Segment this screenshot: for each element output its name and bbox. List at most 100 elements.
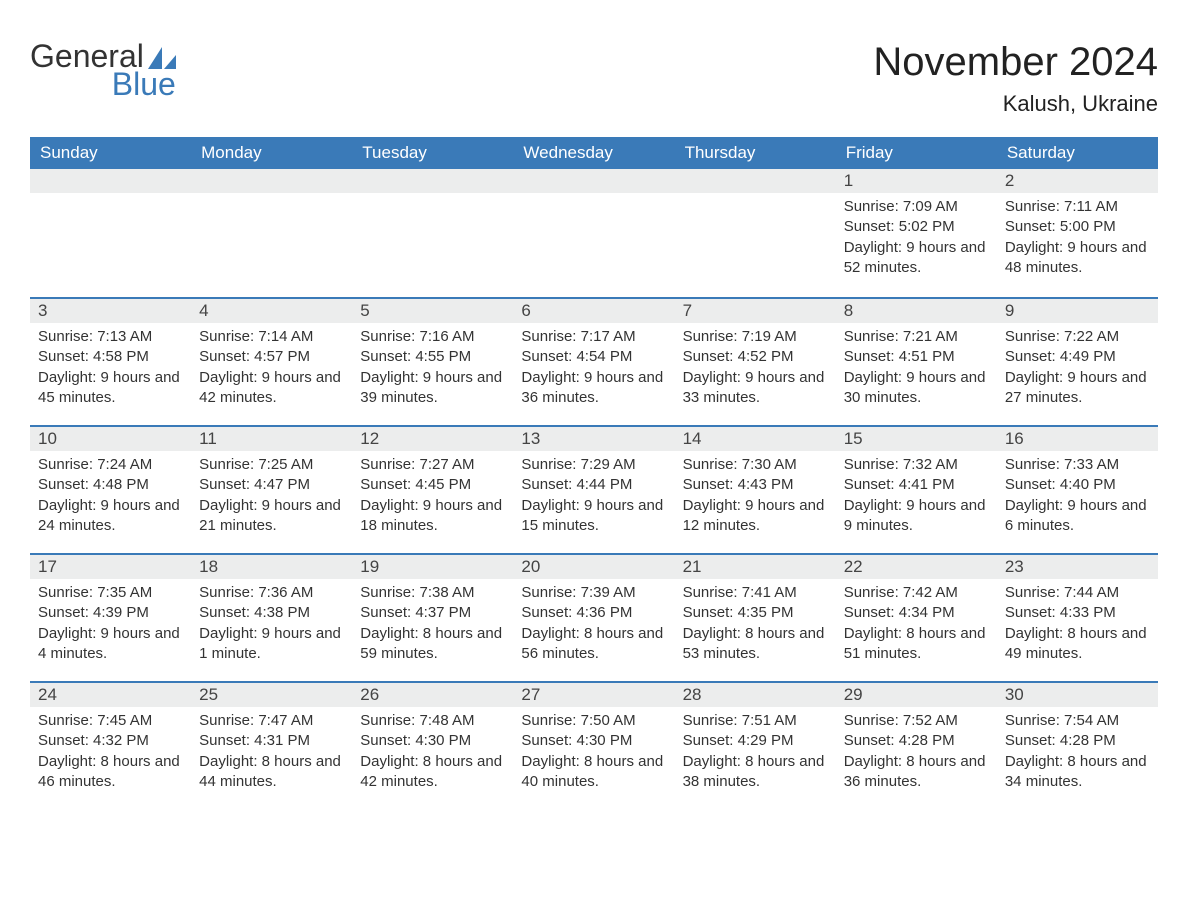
day-cell: 7Sunrise: 7:19 AMSunset: 4:52 PMDaylight… bbox=[675, 299, 836, 425]
weekday-friday: Friday bbox=[836, 137, 997, 169]
day-body bbox=[191, 193, 352, 207]
day-body: Sunrise: 7:25 AMSunset: 4:47 PMDaylight:… bbox=[191, 451, 352, 546]
day-cell: 23Sunrise: 7:44 AMSunset: 4:33 PMDayligh… bbox=[997, 555, 1158, 681]
day-cell: 17Sunrise: 7:35 AMSunset: 4:39 PMDayligh… bbox=[30, 555, 191, 681]
day-cell: 4Sunrise: 7:14 AMSunset: 4:57 PMDaylight… bbox=[191, 299, 352, 425]
day-body: Sunrise: 7:36 AMSunset: 4:38 PMDaylight:… bbox=[191, 579, 352, 674]
daylight-line: Daylight: 8 hours and 46 minutes. bbox=[38, 752, 183, 793]
daylight-line: Daylight: 9 hours and 48 minutes. bbox=[1005, 238, 1150, 279]
day-cell: 16Sunrise: 7:33 AMSunset: 4:40 PMDayligh… bbox=[997, 427, 1158, 553]
location-label: Kalush, Ukraine bbox=[873, 91, 1158, 117]
sunset-line: Sunset: 4:28 PM bbox=[1005, 731, 1150, 751]
week-row: 24Sunrise: 7:45 AMSunset: 4:32 PMDayligh… bbox=[30, 681, 1158, 809]
day-number bbox=[352, 169, 513, 193]
daylight-line: Daylight: 8 hours and 51 minutes. bbox=[844, 624, 989, 665]
day-number: 23 bbox=[997, 555, 1158, 579]
daylight-line: Daylight: 9 hours and 9 minutes. bbox=[844, 496, 989, 537]
sunrise-line: Sunrise: 7:39 AM bbox=[521, 583, 666, 603]
sunset-line: Sunset: 4:45 PM bbox=[360, 475, 505, 495]
sunset-line: Sunset: 4:51 PM bbox=[844, 347, 989, 367]
day-body bbox=[30, 193, 191, 207]
day-cell: 8Sunrise: 7:21 AMSunset: 4:51 PMDaylight… bbox=[836, 299, 997, 425]
week-row: 3Sunrise: 7:13 AMSunset: 4:58 PMDaylight… bbox=[30, 297, 1158, 425]
day-number: 4 bbox=[191, 299, 352, 323]
sunset-line: Sunset: 4:35 PM bbox=[683, 603, 828, 623]
sunrise-line: Sunrise: 7:11 AM bbox=[1005, 197, 1150, 217]
day-cell: 6Sunrise: 7:17 AMSunset: 4:54 PMDaylight… bbox=[513, 299, 674, 425]
day-body bbox=[513, 193, 674, 207]
day-body: Sunrise: 7:11 AMSunset: 5:00 PMDaylight:… bbox=[997, 193, 1158, 288]
day-number: 21 bbox=[675, 555, 836, 579]
day-cell: 5Sunrise: 7:16 AMSunset: 4:55 PMDaylight… bbox=[352, 299, 513, 425]
day-cell: 19Sunrise: 7:38 AMSunset: 4:37 PMDayligh… bbox=[352, 555, 513, 681]
sunrise-line: Sunrise: 7:42 AM bbox=[844, 583, 989, 603]
day-body: Sunrise: 7:29 AMSunset: 4:44 PMDaylight:… bbox=[513, 451, 674, 546]
week-row: 17Sunrise: 7:35 AMSunset: 4:39 PMDayligh… bbox=[30, 553, 1158, 681]
day-body: Sunrise: 7:52 AMSunset: 4:28 PMDaylight:… bbox=[836, 707, 997, 802]
day-body: Sunrise: 7:13 AMSunset: 4:58 PMDaylight:… bbox=[30, 323, 191, 418]
sunset-line: Sunset: 4:34 PM bbox=[844, 603, 989, 623]
daylight-line: Daylight: 9 hours and 52 minutes. bbox=[844, 238, 989, 279]
sunrise-line: Sunrise: 7:50 AM bbox=[521, 711, 666, 731]
day-cell: 25Sunrise: 7:47 AMSunset: 4:31 PMDayligh… bbox=[191, 683, 352, 809]
sunset-line: Sunset: 4:30 PM bbox=[521, 731, 666, 751]
daylight-line: Daylight: 9 hours and 27 minutes. bbox=[1005, 368, 1150, 409]
day-number: 16 bbox=[997, 427, 1158, 451]
day-number: 26 bbox=[352, 683, 513, 707]
daylight-line: Daylight: 8 hours and 56 minutes. bbox=[521, 624, 666, 665]
day-number: 3 bbox=[30, 299, 191, 323]
sunset-line: Sunset: 4:33 PM bbox=[1005, 603, 1150, 623]
sunrise-line: Sunrise: 7:52 AM bbox=[844, 711, 989, 731]
weekday-wednesday: Wednesday bbox=[513, 137, 674, 169]
day-body: Sunrise: 7:33 AMSunset: 4:40 PMDaylight:… bbox=[997, 451, 1158, 546]
sunset-line: Sunset: 4:29 PM bbox=[683, 731, 828, 751]
sunrise-line: Sunrise: 7:35 AM bbox=[38, 583, 183, 603]
day-body: Sunrise: 7:17 AMSunset: 4:54 PMDaylight:… bbox=[513, 323, 674, 418]
week-row: 1Sunrise: 7:09 AMSunset: 5:02 PMDaylight… bbox=[30, 169, 1158, 297]
day-cell: 26Sunrise: 7:48 AMSunset: 4:30 PMDayligh… bbox=[352, 683, 513, 809]
day-cell: 12Sunrise: 7:27 AMSunset: 4:45 PMDayligh… bbox=[352, 427, 513, 553]
day-body: Sunrise: 7:45 AMSunset: 4:32 PMDaylight:… bbox=[30, 707, 191, 802]
sunset-line: Sunset: 4:32 PM bbox=[38, 731, 183, 751]
daylight-line: Daylight: 9 hours and 39 minutes. bbox=[360, 368, 505, 409]
day-body: Sunrise: 7:44 AMSunset: 4:33 PMDaylight:… bbox=[997, 579, 1158, 674]
daylight-line: Daylight: 9 hours and 21 minutes. bbox=[199, 496, 344, 537]
day-number: 25 bbox=[191, 683, 352, 707]
weekday-sunday: Sunday bbox=[30, 137, 191, 169]
day-cell: 14Sunrise: 7:30 AMSunset: 4:43 PMDayligh… bbox=[675, 427, 836, 553]
daylight-line: Daylight: 8 hours and 44 minutes. bbox=[199, 752, 344, 793]
logo-text: General Blue bbox=[30, 40, 176, 100]
weekday-monday: Monday bbox=[191, 137, 352, 169]
day-body: Sunrise: 7:50 AMSunset: 4:30 PMDaylight:… bbox=[513, 707, 674, 802]
day-cell: 2Sunrise: 7:11 AMSunset: 5:00 PMDaylight… bbox=[997, 169, 1158, 297]
daylight-line: Daylight: 9 hours and 12 minutes. bbox=[683, 496, 828, 537]
day-body: Sunrise: 7:39 AMSunset: 4:36 PMDaylight:… bbox=[513, 579, 674, 674]
sunrise-line: Sunrise: 7:25 AM bbox=[199, 455, 344, 475]
sunset-line: Sunset: 4:44 PM bbox=[521, 475, 666, 495]
day-number: 27 bbox=[513, 683, 674, 707]
day-number: 1 bbox=[836, 169, 997, 193]
day-body: Sunrise: 7:51 AMSunset: 4:29 PMDaylight:… bbox=[675, 707, 836, 802]
day-cell: 18Sunrise: 7:36 AMSunset: 4:38 PMDayligh… bbox=[191, 555, 352, 681]
day-number: 6 bbox=[513, 299, 674, 323]
day-number: 5 bbox=[352, 299, 513, 323]
day-body: Sunrise: 7:47 AMSunset: 4:31 PMDaylight:… bbox=[191, 707, 352, 802]
day-cell: 10Sunrise: 7:24 AMSunset: 4:48 PMDayligh… bbox=[30, 427, 191, 553]
day-number: 2 bbox=[997, 169, 1158, 193]
day-body: Sunrise: 7:22 AMSunset: 4:49 PMDaylight:… bbox=[997, 323, 1158, 418]
day-body: Sunrise: 7:16 AMSunset: 4:55 PMDaylight:… bbox=[352, 323, 513, 418]
day-cell: 11Sunrise: 7:25 AMSunset: 4:47 PMDayligh… bbox=[191, 427, 352, 553]
sunrise-line: Sunrise: 7:44 AM bbox=[1005, 583, 1150, 603]
daylight-line: Daylight: 8 hours and 40 minutes. bbox=[521, 752, 666, 793]
sunrise-line: Sunrise: 7:30 AM bbox=[683, 455, 828, 475]
day-number: 20 bbox=[513, 555, 674, 579]
daylight-line: Daylight: 8 hours and 38 minutes. bbox=[683, 752, 828, 793]
day-body: Sunrise: 7:38 AMSunset: 4:37 PMDaylight:… bbox=[352, 579, 513, 674]
sunrise-line: Sunrise: 7:47 AM bbox=[199, 711, 344, 731]
weekday-header-row: SundayMondayTuesdayWednesdayThursdayFrid… bbox=[30, 137, 1158, 169]
day-body bbox=[352, 193, 513, 207]
page-title: November 2024 bbox=[873, 40, 1158, 85]
day-number: 29 bbox=[836, 683, 997, 707]
day-number: 10 bbox=[30, 427, 191, 451]
day-number: 18 bbox=[191, 555, 352, 579]
